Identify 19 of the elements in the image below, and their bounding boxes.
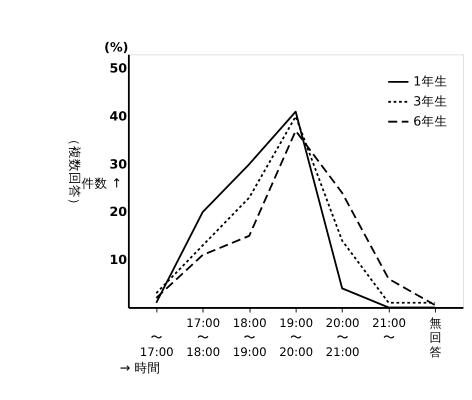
y-tick-label: 40 — [109, 108, 128, 124]
x-tick-label: 〜17:00 — [140, 330, 174, 359]
x-tick-label: 19:00〜20:00 — [279, 316, 314, 359]
y-tick-label: 10 — [109, 252, 128, 267]
x-tick-label: 20:00〜21:00 — [326, 316, 360, 359]
legend-label: 6年生 — [413, 113, 448, 128]
y-axis-title: 件数 ↑ — [81, 176, 122, 191]
y-tick-label: 20 — [109, 204, 128, 220]
x-tick-label: 無回答 — [430, 316, 442, 359]
y-tick-label: 50 — [109, 60, 128, 76]
legend-label: 3年生 — [413, 93, 448, 108]
y-tick-label: 30 — [109, 156, 128, 172]
x-tick-label: 21:00〜 — [372, 316, 406, 344]
text: （複数回答） — [68, 132, 83, 211]
x-tick-label: 17:00〜18:00 — [186, 316, 220, 359]
legend-label: 1年生 — [413, 74, 448, 89]
x-tick-label: 18:00〜19:00 — [232, 316, 267, 359]
x-axis-title: → 時間 — [120, 360, 160, 376]
text: (%) — [104, 40, 128, 55]
